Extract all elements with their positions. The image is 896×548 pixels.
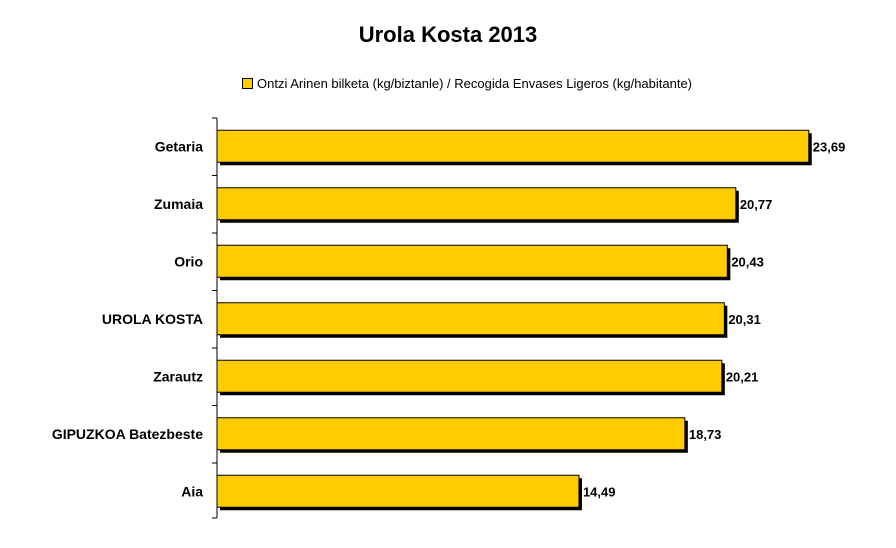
category-label: Orio <box>174 253 203 269</box>
bar <box>216 187 737 221</box>
category-label: Aia <box>181 483 203 499</box>
value-label: 20,21 <box>726 369 759 384</box>
value-label: 20,31 <box>728 312 761 327</box>
bar <box>216 359 723 393</box>
legend-swatch <box>242 78 253 89</box>
bar <box>216 474 580 508</box>
bar <box>216 302 725 336</box>
legend: Ontzi Arinen bilketa (kg/biztanle) / Rec… <box>242 76 692 91</box>
value-label: 18,73 <box>689 427 722 442</box>
category-label: Zarautz <box>153 368 203 384</box>
bar <box>216 417 686 451</box>
value-label: 14,49 <box>583 484 616 499</box>
bar <box>216 129 810 163</box>
value-label: 20,77 <box>740 197 773 212</box>
value-label: 20,43 <box>731 254 764 269</box>
category-label: Getaria <box>155 138 203 154</box>
legend-label: Ontzi Arinen bilketa (kg/biztanle) / Rec… <box>257 76 693 91</box>
value-label: 23,69 <box>813 139 846 154</box>
category-label: UROLA KOSTA <box>102 311 203 327</box>
category-label: GIPUZKOA Batezbeste <box>52 426 203 442</box>
bar <box>216 244 728 278</box>
category-label: Zumaia <box>154 196 203 212</box>
chart-title: Urola Kosta 2013 <box>358 22 538 47</box>
